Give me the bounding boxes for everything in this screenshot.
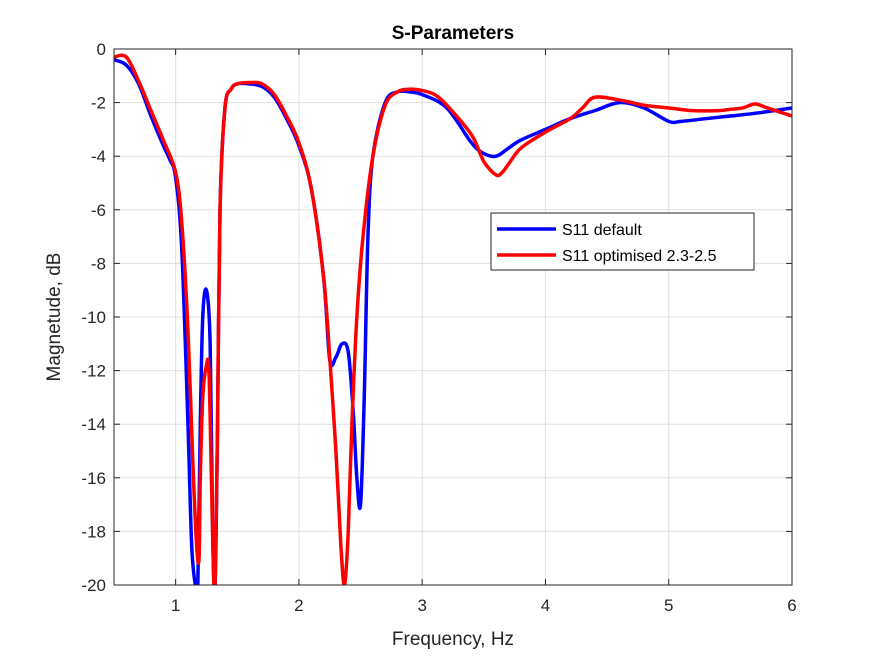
series-line-s11-optimised (114, 53, 792, 585)
y-tick-label: -10 (81, 308, 106, 327)
y-tick-label: -14 (81, 415, 106, 434)
x-tick-label: 4 (541, 596, 550, 615)
y-tick-label: 0 (97, 40, 106, 59)
x-axis-label: Frequency, Hz (392, 629, 514, 650)
y-tick-label: -6 (91, 201, 106, 220)
y-tick-label: -12 (81, 362, 106, 381)
x-tick-label: 5 (664, 596, 673, 615)
legend-entry-label: S11 optimised 2.3-2.5 (562, 248, 717, 265)
legend-box (490, 212, 755, 271)
x-tick-label: 2 (294, 596, 303, 615)
legend: S11 default S11 optimised 2.3-2.5 (490, 212, 755, 271)
y-tick-label: -20 (81, 576, 106, 595)
axis-tick-labels: 1 2 3 4 5 6 0 -2 -4 -6 -8 -10 -12 -14 -16 -18 -20 (81, 40, 796, 615)
x-tick-label: 1 (171, 596, 180, 615)
y-axis-label: Magnetude, dB (44, 253, 65, 382)
y-tick-label: -16 (81, 469, 106, 488)
axis-ticks (114, 48, 793, 586)
y-tick-label: -4 (91, 147, 106, 166)
y-tick-label: -18 (81, 522, 106, 541)
y-tick-label: -8 (91, 254, 106, 273)
chart-title: S-Parameters (392, 23, 515, 44)
legend-entry-label: S11 default (562, 222, 642, 239)
x-tick-label: 3 (417, 596, 426, 615)
y-tick-label: -2 (91, 94, 106, 113)
x-tick-label: 6 (787, 596, 796, 615)
